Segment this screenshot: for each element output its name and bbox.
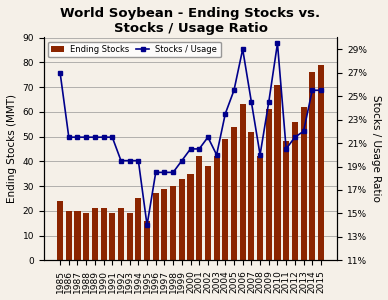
Line: Stocks / Usage: Stocks / Usage	[58, 41, 323, 227]
Bar	[248, 132, 255, 260]
Legend: Ending Stocks, Stocks / Usage: Ending Stocks, Stocks / Usage	[48, 42, 221, 57]
Stocks / Usage	[223, 112, 228, 116]
Stocks / Usage	[145, 223, 149, 227]
Bar	[240, 104, 246, 260]
Title: World Soybean - Ending Stocks vs.
Stocks / Usage Ratio: World Soybean - Ending Stocks vs. Stocks…	[61, 7, 320, 35]
Stocks / Usage	[171, 171, 175, 174]
Stocks / Usage	[310, 88, 315, 92]
Bar	[135, 198, 141, 260]
Stocks / Usage	[136, 159, 141, 162]
Stocks / Usage	[240, 47, 245, 51]
Bar	[292, 122, 298, 260]
Stocks / Usage	[197, 147, 201, 151]
Bar	[161, 188, 168, 260]
Stocks / Usage	[75, 135, 80, 139]
Stocks / Usage	[232, 88, 236, 92]
Stocks / Usage	[84, 135, 88, 139]
Bar	[109, 213, 115, 260]
Bar	[222, 139, 229, 260]
Bar	[66, 211, 72, 260]
Bar	[266, 109, 272, 260]
Stocks / Usage	[258, 153, 262, 157]
Bar	[83, 213, 89, 260]
Stocks / Usage	[275, 42, 280, 45]
Bar	[213, 156, 220, 260]
Stocks / Usage	[153, 171, 158, 174]
Stocks / Usage	[188, 147, 193, 151]
Stocks / Usage	[58, 71, 62, 74]
Stocks / Usage	[267, 100, 271, 104]
Y-axis label: Stocks / Usage Ratio: Stocks / Usage Ratio	[371, 95, 381, 202]
Stocks / Usage	[206, 135, 210, 139]
Y-axis label: Ending Stocks (MMT): Ending Stocks (MMT)	[7, 94, 17, 203]
Stocks / Usage	[301, 130, 306, 133]
Stocks / Usage	[214, 153, 219, 157]
Bar	[92, 208, 98, 260]
Stocks / Usage	[319, 88, 323, 92]
Bar	[257, 156, 263, 260]
Stocks / Usage	[93, 135, 97, 139]
Stocks / Usage	[66, 135, 71, 139]
Bar	[170, 186, 176, 260]
Bar	[187, 174, 194, 260]
Bar	[57, 201, 63, 260]
Bar	[300, 107, 307, 260]
Stocks / Usage	[110, 135, 114, 139]
Stocks / Usage	[180, 159, 184, 162]
Bar	[118, 208, 124, 260]
Bar	[309, 72, 315, 260]
Bar	[74, 211, 81, 260]
Bar	[126, 213, 133, 260]
Bar	[153, 194, 159, 260]
Bar	[231, 127, 237, 260]
Bar	[274, 85, 281, 260]
Stocks / Usage	[162, 171, 167, 174]
Bar	[196, 156, 202, 260]
Bar	[179, 178, 185, 260]
Stocks / Usage	[101, 135, 106, 139]
Stocks / Usage	[249, 100, 254, 104]
Bar	[100, 208, 107, 260]
Bar	[144, 221, 150, 260]
Stocks / Usage	[284, 147, 289, 151]
Stocks / Usage	[119, 159, 123, 162]
Bar	[205, 166, 211, 260]
Stocks / Usage	[293, 135, 297, 139]
Stocks / Usage	[127, 159, 132, 162]
Bar	[283, 142, 289, 260]
Bar	[318, 65, 324, 260]
